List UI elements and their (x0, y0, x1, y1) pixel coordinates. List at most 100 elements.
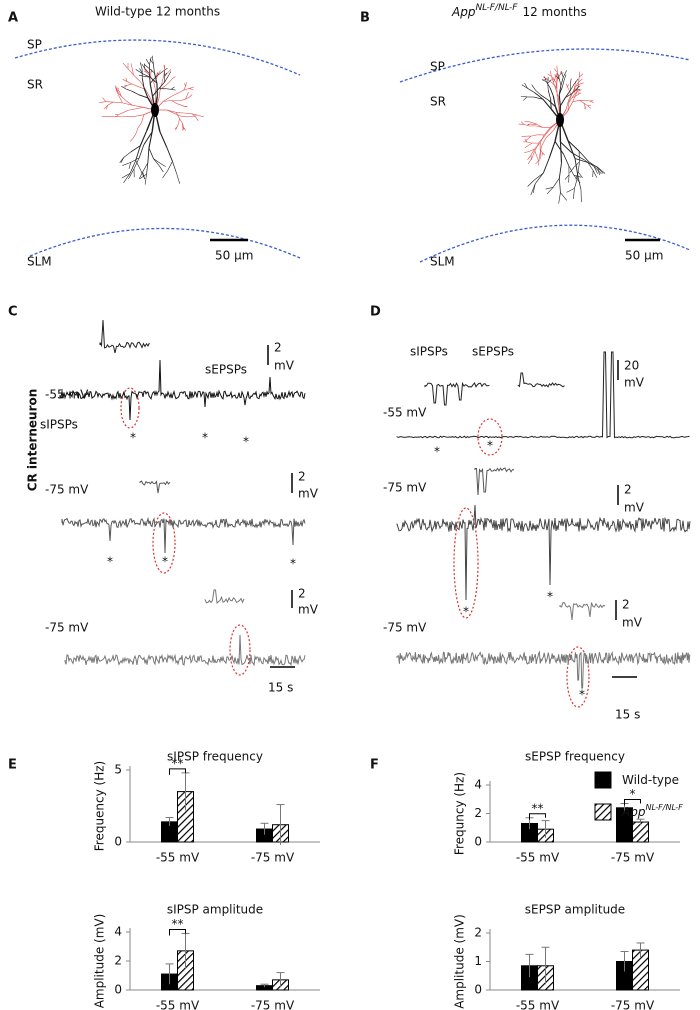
neurite (592, 170, 598, 178)
neurite (556, 75, 560, 80)
significance-bracket (169, 928, 186, 936)
neurite (524, 151, 530, 154)
neurite (135, 145, 141, 161)
neurite (559, 70, 562, 75)
neurite (115, 87, 119, 93)
neurite (133, 157, 140, 169)
neurite (141, 114, 145, 123)
neurite (578, 77, 580, 85)
neurite (573, 175, 581, 184)
y-tick-label: 1 (474, 954, 482, 968)
neurite (185, 96, 190, 100)
neurite (183, 88, 190, 91)
neurite (588, 161, 598, 168)
y-tick-label: 0 (474, 983, 482, 997)
neurite (174, 126, 178, 130)
neurite (146, 162, 149, 175)
neurite (540, 134, 545, 144)
neurite (127, 68, 134, 76)
label: sEPSPs (472, 345, 514, 359)
significance-bracket (529, 813, 546, 820)
neurite (555, 73, 558, 78)
neurite (126, 88, 133, 92)
neurite (122, 110, 129, 114)
chart-title: sIPSP amplitude (167, 903, 263, 917)
neurite (530, 148, 535, 156)
neurite (122, 102, 133, 106)
significance-label: ** (172, 756, 184, 770)
neurite (558, 87, 563, 95)
neurite (589, 100, 594, 103)
neurite (145, 89, 151, 99)
neurite (579, 82, 584, 85)
neurite (179, 118, 183, 124)
trace (474, 467, 515, 496)
drawings (59, 55, 691, 689)
label: sIPSPs (410, 345, 448, 359)
neurite (132, 114, 144, 118)
layer-label: SLM (430, 255, 455, 269)
neurite (127, 83, 133, 86)
trace (61, 516, 306, 554)
neurite (161, 75, 165, 82)
neurite (162, 170, 168, 178)
neurite (523, 124, 530, 127)
neurite (185, 95, 188, 100)
asterisk: * (579, 688, 585, 702)
neurite (535, 89, 541, 96)
neurite (573, 174, 582, 178)
label: 2 (274, 341, 282, 355)
trace (424, 381, 490, 406)
neurite (153, 158, 161, 164)
neurite (567, 140, 580, 152)
trace (396, 650, 691, 689)
legend-name: App (621, 805, 646, 819)
neurite (573, 78, 579, 85)
chart-title: sEPSP frequency (525, 750, 625, 764)
y-axis-label: Frequency (Hz) (93, 761, 107, 852)
neurite (523, 96, 528, 101)
neurite (527, 154, 532, 160)
neurite (138, 94, 149, 99)
neurite (528, 142, 533, 146)
neurite (578, 73, 584, 78)
neurite (531, 134, 538, 137)
neurite (113, 101, 123, 104)
neurite (123, 151, 131, 158)
neurite (549, 70, 552, 77)
panel-title: Wild-type 12 months (95, 5, 220, 19)
neurite (550, 99, 552, 110)
label: -55 mV (45, 388, 89, 402)
neurite (192, 115, 197, 117)
neurite (128, 168, 135, 179)
neurite (123, 173, 131, 183)
neurite (534, 142, 541, 150)
neurite (568, 97, 573, 103)
neurite (538, 153, 541, 161)
y-tick-label: 2 (474, 926, 482, 940)
neurite (176, 172, 181, 184)
label: mV (274, 359, 295, 373)
neurite (571, 89, 577, 95)
asterisk: * (162, 555, 168, 569)
neurite (119, 92, 122, 97)
neurite (185, 112, 193, 115)
neurite (520, 121, 525, 125)
neurite (534, 172, 544, 181)
neurite (547, 83, 549, 91)
neurite (547, 73, 552, 77)
asterisk: * (107, 555, 113, 569)
neurite (525, 138, 529, 142)
neurite (148, 147, 154, 159)
neurite (164, 72, 168, 77)
neurite (571, 95, 576, 99)
significance-label: ** (172, 917, 184, 931)
y-tick-label: 0 (114, 835, 122, 849)
neurite (542, 152, 546, 156)
neurite (597, 166, 606, 174)
neurite (590, 99, 594, 102)
neurite (122, 78, 128, 82)
neurite (524, 82, 528, 89)
age: 12 months (522, 5, 586, 19)
neurite (195, 116, 199, 122)
